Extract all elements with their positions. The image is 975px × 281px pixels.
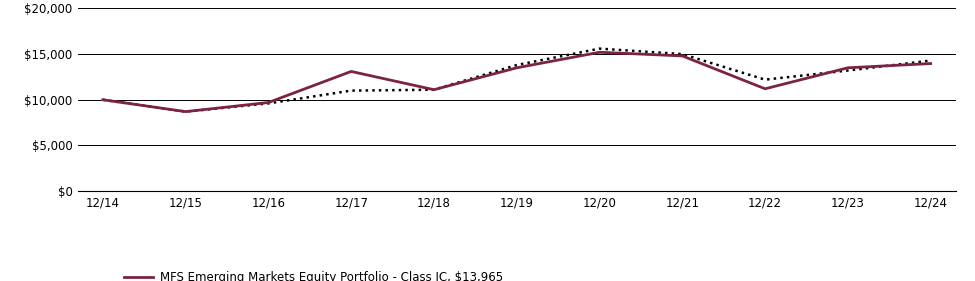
MSCI Emerging Markets Index (net div), $14,293 xyxy=(97,98,108,101)
MSCI Emerging Markets Index (net div), $14,293 xyxy=(594,47,605,50)
Line: MSCI Emerging Markets Index (net div), $14,293: MSCI Emerging Markets Index (net div), $… xyxy=(102,49,931,112)
MFS Emerging Markets Equity Portfolio - Class IC, $13,965 xyxy=(179,110,191,113)
MFS Emerging Markets Equity Portfolio - Class IC, $13,965 xyxy=(842,66,854,69)
Line: MFS Emerging Markets Equity Portfolio - Class IC, $13,965: MFS Emerging Markets Equity Portfolio - … xyxy=(102,52,931,112)
MSCI Emerging Markets Index (net div), $14,293 xyxy=(760,78,771,81)
MFS Emerging Markets Equity Portfolio - Class IC, $13,965 xyxy=(428,88,440,91)
MSCI Emerging Markets Index (net div), $14,293 xyxy=(345,89,357,92)
MFS Emerging Markets Equity Portfolio - Class IC, $13,965 xyxy=(760,87,771,90)
MFS Emerging Markets Equity Portfolio - Class IC, $13,965 xyxy=(677,54,688,58)
MFS Emerging Markets Equity Portfolio - Class IC, $13,965 xyxy=(511,66,523,69)
MSCI Emerging Markets Index (net div), $14,293 xyxy=(511,63,523,67)
MSCI Emerging Markets Index (net div), $14,293 xyxy=(677,52,688,56)
MFS Emerging Markets Equity Portfolio - Class IC, $13,965 xyxy=(925,62,937,65)
MSCI Emerging Markets Index (net div), $14,293 xyxy=(428,88,440,91)
Legend: MFS Emerging Markets Equity Portfolio - Class IC, $13,965, MSCI Emerging Markets: MFS Emerging Markets Equity Portfolio - … xyxy=(119,266,508,281)
MFS Emerging Markets Equity Portfolio - Class IC, $13,965 xyxy=(594,51,605,54)
MSCI Emerging Markets Index (net div), $14,293 xyxy=(179,110,191,113)
MFS Emerging Markets Equity Portfolio - Class IC, $13,965 xyxy=(97,98,108,101)
MFS Emerging Markets Equity Portfolio - Class IC, $13,965 xyxy=(262,101,274,104)
MFS Emerging Markets Equity Portfolio - Class IC, $13,965 xyxy=(345,70,357,73)
MSCI Emerging Markets Index (net div), $14,293 xyxy=(925,59,937,62)
MSCI Emerging Markets Index (net div), $14,293 xyxy=(262,102,274,105)
MSCI Emerging Markets Index (net div), $14,293 xyxy=(842,69,854,72)
